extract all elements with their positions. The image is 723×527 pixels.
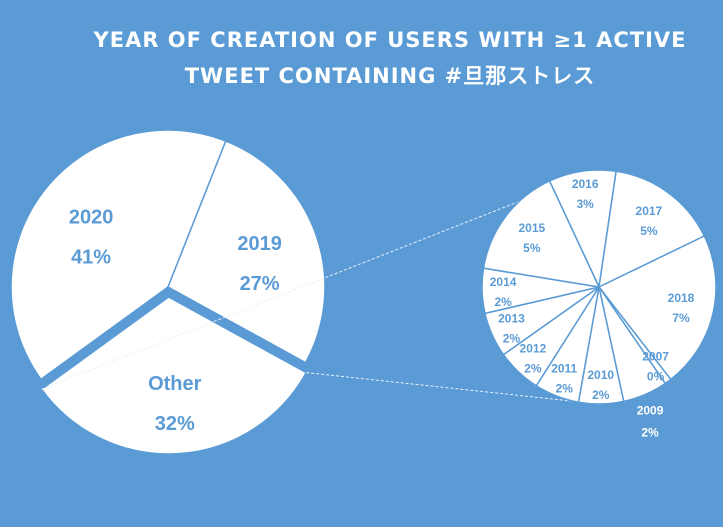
main-slice-2019-value-label: 27% [240, 273, 280, 295]
secondary-slice-2009-value-label: 2% [641, 426, 659, 440]
secondary-slice-2012-value-label: 2% [524, 362, 542, 376]
secondary-slice-2007-value-label: 0% [647, 369, 665, 383]
chart-title: YEAR OF CREATION OF USERS WITH ≥1 ACTIVE… [90, 22, 690, 94]
secondary-slice-2007-name-label: 2007 [642, 349, 669, 363]
secondary-slice-2013-value-label: 2% [503, 331, 521, 345]
connector-line-bottom [306, 372, 600, 405]
secondary-slice-2018 [597, 235, 717, 381]
secondary-slice-2018-name-label: 2018 [668, 291, 695, 305]
secondary-slice-2011-name-label: 2011 [551, 361, 577, 375]
secondary-slice-2015 [482, 179, 601, 288]
chart-title-line-2: TWEET CONTAINING #旦那ストレス [184, 64, 596, 88]
main-slice-2019 [167, 140, 326, 364]
secondary-slice-2009-name-label: 2009 [637, 404, 664, 418]
main-slice-other [40, 296, 308, 455]
main-slice-2020-name-label: 2020 [69, 206, 114, 228]
secondary-slice-2018-value-label: 7% [672, 311, 690, 325]
secondary-slice-2011-value-label: 2% [556, 381, 574, 395]
secondary-slice-2017 [598, 170, 706, 289]
main-slice-2019-name-label: 2019 [237, 233, 282, 255]
secondary-slice-2010-name-label: 2010 [587, 368, 614, 382]
main-slice-other-value-label: 32% [155, 413, 195, 435]
secondary-slice-2010-value-label: 2% [592, 388, 610, 402]
secondary-slice-2014-value-label: 2% [494, 295, 512, 309]
secondary-slice-2017-value-label: 5% [640, 224, 658, 238]
chart-title-line-1: YEAR OF CREATION OF USERS WITH ≥1 ACTIVE [93, 28, 687, 52]
secondary-slice-2016-value-label: 3% [577, 197, 595, 211]
secondary-slice-2015-name-label: 2015 [518, 221, 545, 235]
main-slice-other-name-label: Other [148, 373, 202, 395]
secondary-slice-2013-name-label: 2013 [498, 311, 525, 325]
secondary-slice-2014-name-label: 2014 [490, 275, 517, 289]
secondary-slice-2012-name-label: 2012 [520, 342, 547, 356]
main-slice-2020 [10, 129, 227, 381]
secondary-slice-2015-value-label: 5% [523, 241, 541, 255]
secondary-slice-2016-name-label: 2016 [572, 177, 599, 191]
secondary-slice-2017-name-label: 2017 [636, 204, 663, 218]
main-slice-2020-value-label: 41% [71, 246, 111, 268]
